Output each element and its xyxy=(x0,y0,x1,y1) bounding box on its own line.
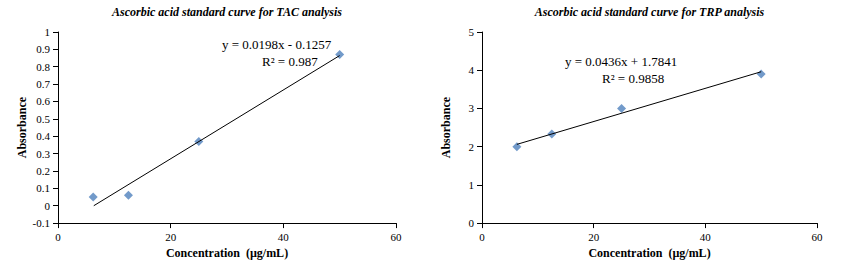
svg-text:0.3: 0.3 xyxy=(36,148,50,160)
svg-text:0.6: 0.6 xyxy=(36,95,50,107)
svg-text:0: 0 xyxy=(479,231,485,243)
svg-text:Concentration (µg/mL): Concentration (µg/mL) xyxy=(166,246,288,260)
svg-text:R² = 0.9858: R² = 0.9858 xyxy=(602,71,664,86)
svg-text:4: 4 xyxy=(469,64,475,76)
svg-text:Ascorbic acid standard curve f: Ascorbic acid standard curve for TRP ana… xyxy=(534,5,765,19)
svg-text:0.1: 0.1 xyxy=(36,182,50,194)
svg-text:0: 0 xyxy=(55,231,61,243)
svg-text:0.7: 0.7 xyxy=(36,78,50,90)
svg-text:0.2: 0.2 xyxy=(36,165,50,177)
svg-text:0.4: 0.4 xyxy=(36,130,50,142)
svg-text:3: 3 xyxy=(469,102,475,114)
svg-text:0: 0 xyxy=(45,200,51,212)
svg-text:y = 0.0436x + 1.7841: y = 0.0436x + 1.7841 xyxy=(565,54,677,69)
svg-text:60: 60 xyxy=(812,231,824,243)
svg-text:Concentration (µg/mL): Concentration (µg/mL) xyxy=(588,246,710,260)
svg-text:20: 20 xyxy=(165,231,177,243)
svg-text:R² = 0.987: R² = 0.987 xyxy=(262,54,318,69)
svg-text:0.5: 0.5 xyxy=(36,113,50,125)
svg-text:1: 1 xyxy=(45,26,51,38)
svg-text:Absorbance: Absorbance xyxy=(15,96,29,158)
svg-text:1: 1 xyxy=(469,179,475,191)
svg-text:-0.1: -0.1 xyxy=(33,217,50,229)
svg-text:0.8: 0.8 xyxy=(36,61,50,73)
svg-text:2: 2 xyxy=(469,141,475,153)
svg-text:y = 0.0198x - 0.1257: y = 0.0198x - 0.1257 xyxy=(222,37,332,52)
svg-text:0.9: 0.9 xyxy=(36,43,50,55)
svg-text:Absorbance: Absorbance xyxy=(439,96,453,158)
svg-text:40: 40 xyxy=(278,231,290,243)
svg-text:20: 20 xyxy=(588,231,600,243)
svg-text:0: 0 xyxy=(469,217,475,229)
svg-text:Ascorbic acid standard curve f: Ascorbic acid standard curve for TAC ana… xyxy=(111,5,342,19)
svg-text:60: 60 xyxy=(391,231,403,243)
svg-text:40: 40 xyxy=(700,231,712,243)
svg-text:5: 5 xyxy=(469,26,475,38)
